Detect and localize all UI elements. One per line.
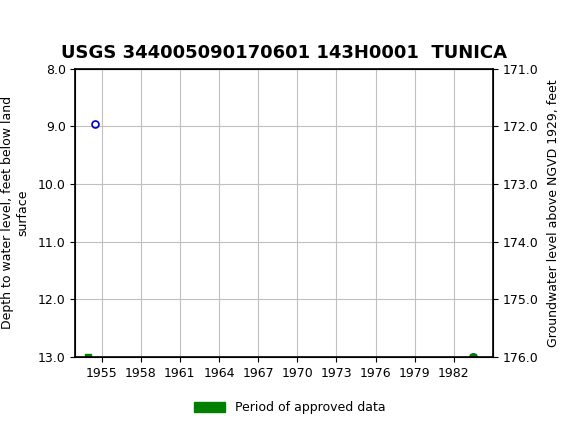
Title: USGS 344005090170601 143H0001  TUNICA: USGS 344005090170601 143H0001 TUNICA <box>61 44 507 61</box>
Y-axis label: Depth to water level, feet below land
surface: Depth to water level, feet below land su… <box>2 96 30 329</box>
Y-axis label: Groundwater level above NGVD 1929, feet: Groundwater level above NGVD 1929, feet <box>547 79 560 347</box>
Legend: Period of approved data: Period of approved data <box>189 396 391 419</box>
Text: ▒USGS: ▒USGS <box>6 15 64 37</box>
